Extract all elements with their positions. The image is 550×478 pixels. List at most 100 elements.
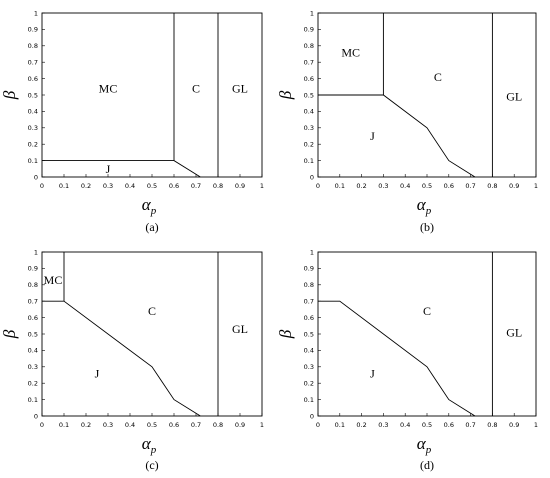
x-axis-label-subscript: p: [150, 205, 157, 217]
y-tick-label: 0.9: [28, 265, 38, 273]
y-tick-label: 0.7: [304, 298, 314, 306]
x-tick-label: 0.7: [191, 421, 201, 429]
plot-frame: [317, 251, 537, 417]
x-tick-label: 0.5: [147, 182, 157, 190]
y-tick-label: 0.7: [28, 59, 38, 67]
y-tick-label: 0.3: [304, 124, 314, 132]
plot-frame: [41, 251, 263, 417]
x-tick-label: 0.2: [81, 182, 91, 190]
y-tick-label: 0.5: [304, 330, 314, 338]
x-tick-label: 1: [534, 421, 538, 429]
x-tick-label: 0.2: [356, 421, 366, 429]
region-label-c: C: [148, 304, 156, 318]
y-tick-label: 0.2: [28, 380, 38, 388]
x-tick-label: 0: [40, 421, 44, 429]
panel-d: 0 0.1 0.2 0.3 0.4 0.5 0.6 0.7 0.8 0.9 1 0 0.1 0.2 0.3 0…: [276, 248, 538, 472]
y-tick-label: 0.8: [304, 281, 314, 289]
x-tick-label: 0.1: [59, 182, 69, 190]
region-label-gl: GL: [506, 325, 522, 339]
y-tick-label: 0.1: [304, 157, 314, 165]
x-axis-label-base: α: [142, 195, 152, 214]
panel-c: 0 0.1 0.2 0.3 0.4 0.5 0.6 0.7 0.8 0.9 1 0 0.1 0.2 0.3 0…: [0, 248, 264, 472]
y-tick-label: 1: [34, 9, 38, 17]
x-tick-label: 0.9: [509, 182, 519, 190]
panel-a: 0 0.1 0.2 0.3 0.4 0.5 0.6 0.7 0.8 0.9 1 0 0.1 0.2 0.3 0…: [0, 9, 264, 234]
x-tick-label: 0.6: [169, 421, 179, 429]
region-label-j: J: [370, 129, 375, 143]
x-tick-label: 0.6: [444, 182, 454, 190]
y-tick-label: 0.6: [304, 314, 314, 322]
x-axis-label: αp: [417, 195, 432, 217]
x-tick-label: 0.7: [465, 421, 475, 429]
y-tick-label: 0.6: [304, 75, 314, 83]
y-tick-label: 0.9: [304, 265, 314, 273]
y-tick-label: 0.3: [304, 363, 314, 371]
y-tick-label: 0.4: [304, 347, 314, 355]
x-tick-label: 0.5: [422, 182, 432, 190]
y-tick-label: 0.9: [304, 26, 314, 34]
x-tick-label: 0.1: [335, 421, 345, 429]
x-tick-label: 0.7: [465, 182, 475, 190]
panel-caption: (d): [420, 458, 434, 472]
x-tick-label: 0.5: [422, 421, 432, 429]
x-tick-label: 0: [316, 182, 320, 190]
y-tick-label: 0.6: [28, 75, 38, 83]
y-axis-label: β: [276, 90, 295, 100]
region-label-mc: MC: [341, 45, 360, 59]
x-tick-label: 0.8: [487, 182, 497, 190]
x-axis-label-subscript: p: [425, 205, 432, 217]
y-axis-label: β: [276, 329, 295, 339]
y-tick-label: 0: [34, 412, 38, 420]
y-axis-label: β: [0, 90, 19, 100]
y-tick-label: 0: [34, 173, 38, 181]
x-tick-label: 0: [316, 421, 320, 429]
region-label-j: J: [106, 162, 111, 176]
y-tick-label: 0.7: [28, 298, 38, 306]
region-label-mc: MC: [99, 81, 118, 95]
x-tick-label: 0.6: [169, 182, 179, 190]
x-axis-label: αp: [417, 434, 432, 456]
x-tick-label: 0.9: [235, 421, 245, 429]
x-tick-label: 0.8: [213, 182, 223, 190]
y-tick-label: 0.9: [28, 26, 38, 34]
x-tick-label: 0.5: [147, 421, 157, 429]
panel-caption: (c): [145, 458, 158, 472]
phase-boundary: [318, 94, 476, 178]
region-label-j: J: [370, 366, 375, 380]
y-tick-label: 0.1: [28, 157, 38, 165]
x-tick-label: 0.2: [356, 182, 366, 190]
x-tick-label: 0.3: [378, 182, 388, 190]
x-tick-label: 0.4: [125, 421, 135, 429]
x-axis-label-base: α: [417, 195, 427, 214]
y-tick-label: 0: [310, 173, 314, 181]
x-tick-label: 1: [534, 182, 538, 190]
x-tick-label: 0.3: [103, 182, 113, 190]
y-tick-label: 0.8: [28, 42, 38, 50]
x-tick-label: 0.8: [487, 421, 497, 429]
region-label-c: C: [434, 70, 442, 84]
region-label-mc: MC: [44, 273, 63, 287]
panel-b: 0 0.1 0.2 0.3 0.4 0.5 0.6 0.7 0.8 0.9 1 0 0.1 0.2 0.3 0…: [276, 9, 538, 234]
x-tick-label: 0.1: [59, 421, 69, 429]
region-label-j: J: [95, 366, 100, 380]
x-axis-label-subscript: p: [150, 444, 157, 456]
y-tick-label: 0.8: [28, 281, 38, 289]
y-tick-label: 0.7: [304, 59, 314, 67]
y-tick-label: 0.6: [28, 314, 38, 322]
y-tick-label: 0.2: [28, 141, 38, 149]
x-tick-label: 0.3: [103, 421, 113, 429]
x-axis-label: αp: [142, 195, 157, 217]
plot-frame: [41, 12, 263, 178]
y-tick-label: 0.4: [28, 347, 38, 355]
x-tick-label: 0.6: [444, 421, 454, 429]
x-tick-label: 0.7: [191, 182, 201, 190]
y-tick-label: 0: [310, 412, 314, 420]
y-tick-label: 0.8: [304, 42, 314, 50]
region-label-c: C: [192, 81, 200, 95]
x-tick-label: 0.4: [400, 182, 410, 190]
panel-caption: (b): [420, 220, 434, 234]
phase-boundary: [42, 160, 201, 178]
y-tick-label: 0.4: [28, 108, 38, 116]
x-tick-label: 0.4: [400, 421, 410, 429]
